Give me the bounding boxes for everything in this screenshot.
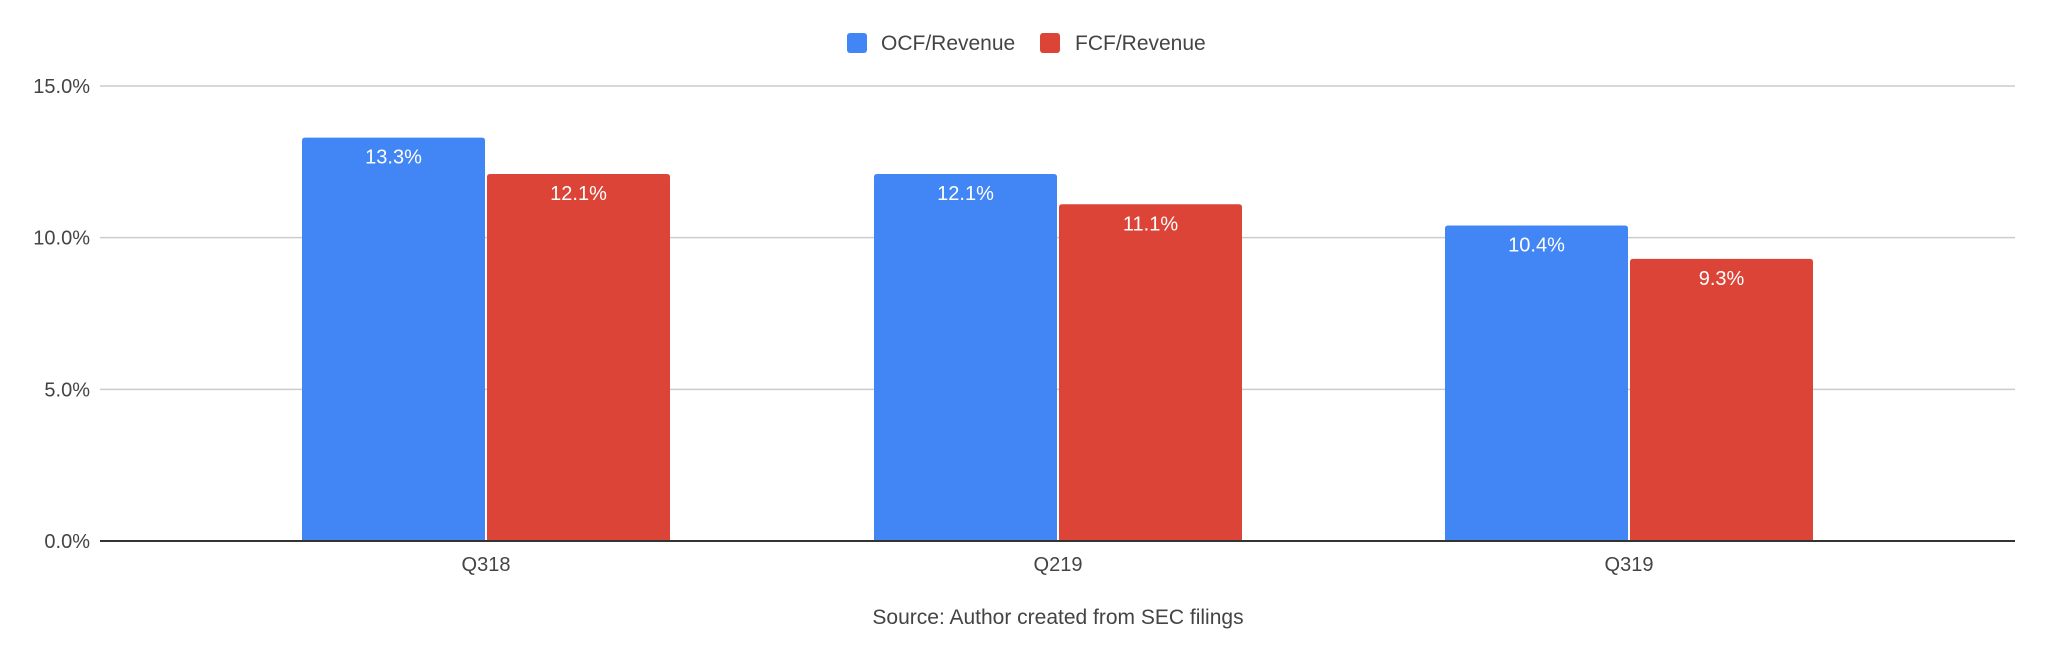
axes: 0.0% 5.0% 10.0% 15.0% Q318 Q219 Q319 — [33, 76, 2015, 576]
legend-swatch — [847, 33, 867, 53]
bar — [1445, 225, 1628, 542]
x-axis-title: Source: Author created from SEC filings — [872, 606, 1243, 629]
bar — [1059, 204, 1242, 542]
data-label: 11.1% — [1123, 213, 1178, 235]
legend-swatch — [1040, 33, 1060, 53]
bars: 13.3% 12.1% 12.1% 11.1% 10.4% 9.3% — [302, 137, 1813, 542]
data-label: 9.3% — [1699, 268, 1745, 290]
data-label: 13.3% — [365, 147, 422, 169]
bar — [487, 173, 670, 541]
bar — [1630, 258, 1813, 541]
y-tick-label: 10.0% — [33, 228, 90, 250]
data-label: 10.4% — [1508, 235, 1565, 257]
x-tick-label: Q219 — [1034, 554, 1083, 576]
legend-label: FCF/Revenue — [1075, 32, 1206, 55]
y-tick-label: 5.0% — [44, 379, 90, 401]
y-tick-label: 0.0% — [44, 531, 90, 553]
x-tick-label: Q318 — [462, 554, 511, 576]
data-label: 12.1% — [550, 183, 607, 205]
bar — [302, 137, 485, 542]
bar — [874, 173, 1057, 541]
data-label: 12.1% — [937, 183, 994, 205]
x-tick-label: Q319 — [1605, 554, 1654, 576]
legend: OCF/Revenue FCF/Revenue — [847, 32, 1206, 55]
legend-label: OCF/Revenue — [881, 32, 1015, 55]
y-tick-label: 15.0% — [33, 76, 90, 98]
